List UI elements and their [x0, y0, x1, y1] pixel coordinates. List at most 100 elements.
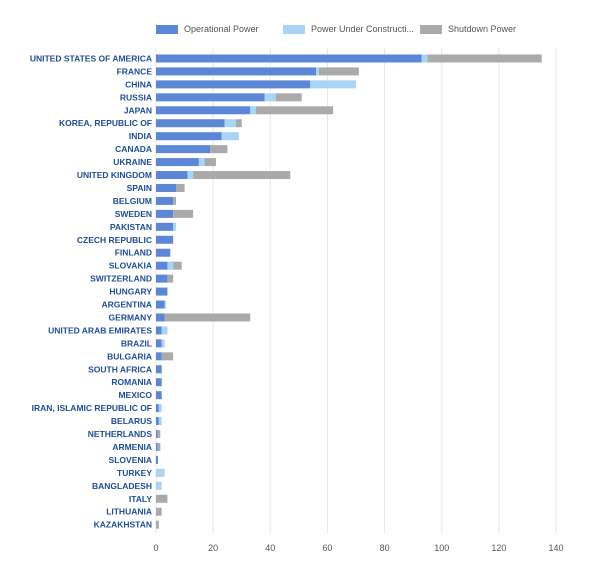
x-axis-ticks: 0 20 40 60 80 100 120 140 [153, 543, 563, 553]
bar-segment [198, 158, 205, 167]
bar-segment [264, 93, 276, 102]
category-label: ROMANIA [111, 377, 152, 387]
category-label: UKRAINE [113, 157, 152, 167]
bar-segment [156, 326, 162, 335]
bar-segment [156, 119, 225, 128]
category-label: MEXICO [118, 390, 152, 400]
bar-segment [224, 119, 236, 128]
category-label: UNITED ARAB EMIRATES [48, 325, 152, 335]
bar-segment [167, 261, 174, 270]
bar-segment [156, 106, 251, 115]
category-label: INDIA [129, 131, 152, 141]
x-tick-label: 60 [322, 543, 332, 553]
bar-segment [156, 417, 159, 426]
x-tick-label: 120 [491, 543, 506, 553]
category-labels: UNITED STATES OF AMERICA FRANCE CHINA RUSSI… [30, 53, 153, 529]
bar-segment [204, 158, 216, 167]
bar-segment [176, 183, 185, 192]
bar-segment [156, 132, 222, 141]
x-tick-label: 20 [208, 543, 218, 553]
x-tick-label: 0 [153, 543, 158, 553]
bar-segment [156, 261, 168, 270]
category-label: UNITED STATES OF AMERICA [30, 53, 152, 63]
category-label: FRANCE [117, 66, 153, 76]
bar-segment [156, 80, 311, 89]
bar-segment [156, 222, 174, 231]
bar-segment [156, 391, 162, 400]
category-label: BULGARIA [107, 351, 152, 361]
bar-segment [156, 93, 265, 102]
category-label: RUSSIA [120, 92, 152, 102]
bar-segment [156, 248, 171, 257]
legend-label: Power Under Constructi... [311, 24, 415, 34]
category-label: SWITZERLAND [90, 274, 152, 284]
category-label: BELARUS [111, 416, 152, 426]
bar-segment [156, 481, 162, 490]
gridlines [155, 48, 557, 534]
bar-segment [156, 442, 158, 451]
category-label: FINLAND [115, 248, 152, 258]
bar-segment [156, 430, 158, 439]
bar-segment [156, 455, 158, 464]
category-label: HUNGARY [109, 287, 152, 297]
bar-segment [156, 339, 162, 348]
x-tick-label: 140 [548, 543, 563, 553]
bar-segment [193, 171, 291, 180]
bar-segment [427, 54, 542, 63]
category-label: PAKISTAN [110, 222, 152, 232]
bar-segment [156, 209, 174, 218]
bar-segment [164, 313, 251, 322]
category-label: IRAN, ISLAMIC REPUBLIC OF [32, 403, 152, 413]
category-label: SLOVENIA [109, 455, 152, 465]
bar-segment [318, 67, 359, 76]
bar-segment [173, 261, 182, 270]
category-label: JAPAN [124, 105, 152, 115]
bar-segment [210, 145, 228, 154]
category-label: CHINA [125, 79, 152, 89]
category-label: SLOVAKIA [109, 261, 152, 271]
bar-segment [316, 67, 319, 76]
category-label: SWEDEN [115, 209, 152, 219]
bar-segment [158, 404, 162, 413]
bar-segment [310, 80, 356, 89]
bar-segment [173, 222, 176, 231]
legend-swatch [283, 24, 305, 34]
bar-segment [421, 54, 428, 63]
category-label: ARMENIA [112, 442, 152, 452]
legend-item: Shutdown Power [420, 24, 516, 34]
category-label: SOUTH AFRICA [88, 364, 152, 374]
category-label: GERMANY [109, 312, 153, 322]
x-tick-label: 40 [265, 543, 275, 553]
legend-item: Operational Power [156, 24, 259, 34]
bar-segment [156, 67, 316, 76]
bar-segment [156, 287, 168, 296]
bar-segment [156, 313, 165, 322]
bar-segment [156, 54, 422, 63]
bar-segment [156, 507, 162, 516]
bar-segment [156, 365, 162, 374]
bars [156, 54, 542, 529]
bar-segment [173, 196, 176, 205]
bar-segment [156, 274, 168, 283]
bar-segment [156, 300, 165, 309]
bar-segment [158, 417, 162, 426]
category-label: KOREA, REPUBLIC OF [59, 118, 152, 128]
category-label: ITALY [129, 494, 152, 504]
bar-segment [156, 145, 211, 154]
bar-segment [276, 93, 302, 102]
category-label: LITHUANIA [106, 507, 152, 517]
category-label: BANGLADESH [92, 481, 152, 491]
category-label: BELGIUM [113, 196, 152, 206]
bar-segment [156, 378, 162, 387]
bar-segment [156, 171, 188, 180]
bar-segment [157, 430, 161, 439]
category-label: SPAIN [127, 183, 152, 193]
bar-segment [167, 274, 174, 283]
category-label: BRAZIL [121, 338, 152, 348]
bar-segment [161, 326, 168, 335]
bar-segment [221, 132, 239, 141]
bar-segment [156, 494, 168, 503]
bar-segment [236, 119, 242, 128]
